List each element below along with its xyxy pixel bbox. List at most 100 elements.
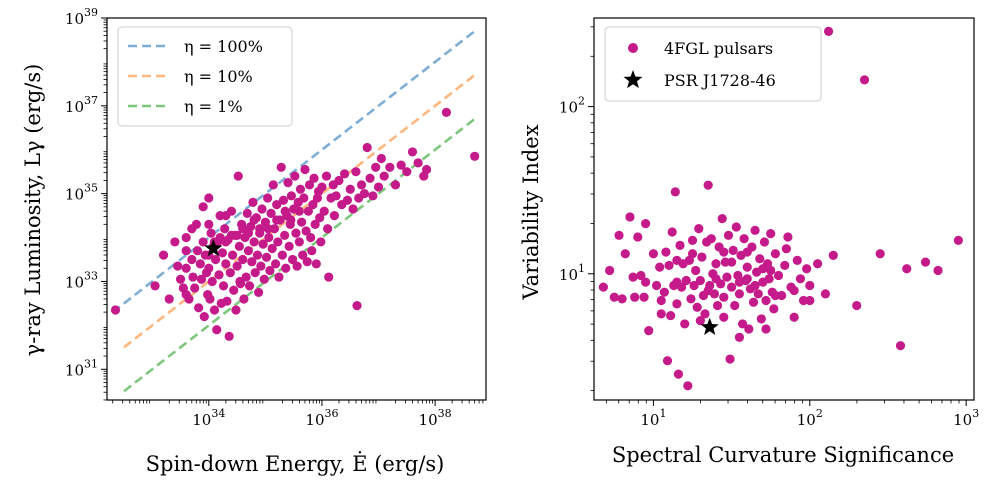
pulsar-point-97 (286, 191, 297, 201)
pulsar-point-50 (706, 234, 716, 244)
pulsar-point-0 (110, 305, 121, 315)
left-panel-luminosity-vs-edot: 1034 1036 1038 1031 1033 1035 1037 1039 η = 100%… (65, 6, 487, 429)
pulsar-point-104 (294, 237, 304, 247)
pulsar-point-108 (895, 341, 906, 351)
pulsar-point-76 (263, 193, 273, 203)
pulsar-point-178 (243, 228, 254, 238)
pulsar-point-136 (342, 195, 353, 205)
pulsar-point-179 (255, 224, 265, 234)
pulsar-point-131 (329, 210, 339, 221)
pulsar-point-106 (296, 217, 307, 227)
pulsar-point-71 (739, 234, 749, 244)
efficiency-line-1 (123, 74, 476, 349)
pulsar-point-46 (229, 285, 239, 295)
pulsar-point-150 (379, 171, 389, 181)
pulsar-point-135 (339, 169, 350, 179)
pulsar-point-163 (204, 219, 214, 229)
pulsar-point-59 (243, 246, 254, 256)
pulsar-point-62 (247, 257, 257, 267)
pulsar-point-14 (192, 246, 203, 256)
legend-label-2: η = 1% (184, 97, 243, 116)
pulsar-point-86 (274, 272, 284, 282)
pulsar-point-3 (164, 294, 174, 304)
pulsar-point-134 (656, 309, 666, 319)
pulsar-point-108 (299, 193, 309, 203)
pulsar-point-54 (238, 254, 248, 265)
pulsar-point-3 (605, 265, 615, 276)
pulsar-point-162 (187, 224, 197, 234)
pulsar-point-143 (359, 189, 369, 199)
pulsar-point-53 (711, 259, 721, 269)
legend-label-0: 4FGL pulsars (664, 39, 773, 58)
pulsar-point-63 (248, 197, 258, 208)
pulsar-point-1 (859, 75, 870, 85)
pulsar-point-180 (272, 215, 282, 225)
right-y-axis-label: Variability Index (519, 124, 543, 300)
pulsar-point-30 (211, 254, 221, 265)
pulsar-point-126 (321, 171, 332, 181)
target-pulsar-star (700, 317, 719, 335)
pulsar-point-100 (290, 171, 300, 181)
pulsar-point-109 (902, 264, 912, 274)
pulsar-point-121 (719, 247, 729, 257)
pulsar-point-113 (304, 180, 315, 190)
pulsar-point-27 (670, 187, 680, 197)
pulsar-point-117 (309, 173, 319, 183)
legend-label-1: η = 10% (184, 67, 253, 86)
axes-frame (593, 17, 975, 401)
pulsar-point-16 (648, 249, 659, 259)
pulsar-point-7 (181, 246, 191, 256)
pulsar-point-135 (641, 277, 651, 287)
axes-frame (106, 17, 487, 401)
pulsar-point-38 (220, 224, 230, 234)
pulsar-point-73 (259, 274, 269, 284)
legend: 4FGL pulsars PSR J1728-46 (604, 26, 822, 102)
pulsar-point-106 (852, 300, 862, 311)
pulsar-point-34 (681, 275, 691, 286)
pulsar-point-149 (376, 153, 386, 164)
pulsar-point-128 (761, 324, 771, 334)
pulsar-point-91 (280, 230, 290, 240)
pulsar-point-13 (639, 292, 649, 302)
pulsar-point-144 (362, 142, 372, 153)
pulsar-point-105 (295, 184, 306, 194)
pulsar-point-124 (766, 265, 776, 276)
pulsar-point-63 (727, 282, 737, 292)
pulsar-point-129 (742, 274, 752, 284)
pulsar-point-112 (303, 206, 313, 216)
pulsar-point-115 (711, 274, 721, 284)
pulsar-point-127 (323, 224, 333, 234)
pulsar-point-114 (306, 232, 316, 243)
pulsar-point-57 (717, 214, 727, 224)
pulsar-point-23 (204, 193, 214, 203)
pulsar-point-12 (190, 283, 200, 293)
pulsar-point-9 (628, 272, 638, 282)
pulsar-point-103 (813, 259, 823, 269)
right-panel-variability-vs-curvature: 101 102 103 101 102 4FGL pulsars PSR J1728-46 (559, 17, 979, 429)
pulsar-point-117 (742, 247, 752, 257)
pulsar-point-113 (672, 255, 682, 266)
pulsar-point-37 (218, 281, 229, 291)
pulsar-point-44 (697, 252, 707, 262)
pulsar-point-40 (691, 265, 701, 276)
pulsar-point-74 (744, 324, 754, 334)
pulsar-point-105 (828, 250, 838, 260)
legend-label-1: PSR J1728-46 (664, 71, 776, 90)
pulsar-point-118 (310, 219, 320, 229)
pulsar-point-67 (252, 250, 263, 260)
pulsar-point-60 (244, 281, 255, 291)
pulsar-point-168 (235, 276, 245, 287)
pulsar-point-148 (373, 182, 384, 192)
pulsar-point-65 (730, 300, 740, 311)
pulsar-point-139 (351, 167, 361, 177)
pulsar-point-82 (756, 314, 766, 324)
pulsar-point-7 (620, 249, 630, 259)
legend-marker-1 (623, 70, 643, 89)
pulsar-point-97 (789, 312, 799, 322)
pulsar-point-132 (331, 191, 341, 201)
pulsar-point-40 (222, 296, 232, 306)
pulsar-point-33 (680, 319, 690, 329)
pulsar-point-43 (695, 275, 705, 286)
pulsar-point-35 (683, 381, 693, 391)
pulsar-point-88 (766, 229, 776, 239)
